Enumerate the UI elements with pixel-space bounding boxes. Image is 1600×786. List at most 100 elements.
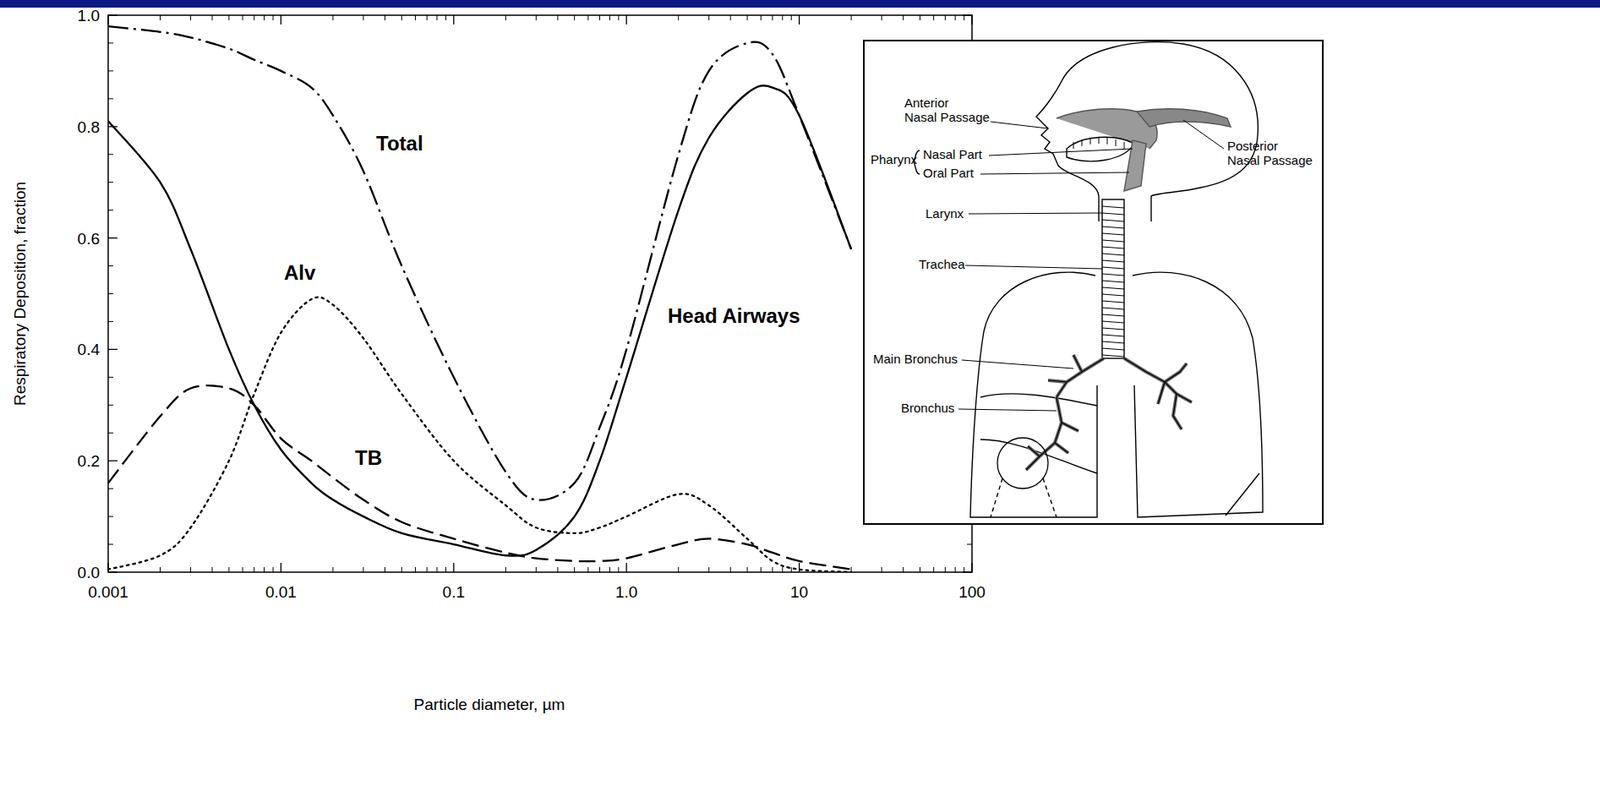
x-tick [626, 15, 628, 25]
x-tick [453, 15, 454, 25]
x-tick [453, 562, 454, 573]
x-tick-label: 1.0 [615, 583, 638, 601]
x-tick-label: 100 [958, 583, 986, 601]
x-minor-tick [708, 15, 710, 21]
x-minor-tick [436, 567, 437, 573]
trachea-ring [1102, 280, 1125, 283]
leader-line [958, 409, 1057, 411]
trachea-ring [1102, 334, 1125, 337]
teeth [1107, 137, 1109, 145]
x-tick [107, 15, 109, 25]
trachea-ring [1102, 300, 1125, 303]
x-tick-label: 10 [790, 583, 809, 601]
series-line [108, 26, 852, 501]
y-minor-tick [108, 432, 114, 434]
x-tick-label: 0.1 [442, 583, 465, 601]
teeth [1115, 139, 1117, 147]
trachea-ring [1102, 267, 1125, 269]
x-minor-tick [955, 567, 956, 573]
trachea-ring [1102, 260, 1125, 263]
x-minor-tick [902, 15, 904, 21]
label-line: Anterior [904, 95, 950, 110]
x-minor-tick [190, 15, 192, 21]
y-minor-tick [108, 98, 114, 99]
bronchi-edge [1026, 354, 1192, 470]
x-minor-tick [573, 15, 575, 21]
x-minor-tick [587, 15, 589, 21]
teeth [1081, 139, 1083, 147]
x-minor-tick [426, 15, 428, 21]
x-minor-tick [609, 567, 611, 573]
series-label: Alv [283, 261, 317, 284]
x-minor-tick [415, 567, 416, 573]
trachea-ring [1102, 246, 1125, 249]
right-lung [1132, 272, 1263, 518]
trachea-ring [1102, 240, 1125, 242]
x-tick [798, 562, 800, 573]
y-minor-tick [108, 265, 114, 267]
x-minor-tick [556, 15, 558, 21]
banner [0, 0, 1600, 8]
x-minor-tick [677, 567, 679, 573]
trachea-ring [1102, 273, 1125, 276]
x-minor-tick [445, 567, 447, 573]
x-minor-tick [851, 15, 852, 21]
lung-fissure [1225, 473, 1260, 516]
brace [912, 150, 920, 175]
diagram-label: Oral Part [922, 165, 975, 181]
label-line: Nasal Passage [904, 109, 990, 125]
leader-line [965, 265, 1103, 269]
x-minor-tick [944, 15, 946, 21]
x-minor-tick [426, 567, 428, 573]
x-tick [280, 15, 282, 25]
x-minor-tick [362, 567, 364, 573]
x-minor-tick [159, 15, 161, 21]
trachea-ring [1102, 348, 1125, 350]
trachea-ring [1102, 212, 1125, 215]
x-minor-tick [332, 15, 334, 21]
x-minor-tick [963, 15, 965, 21]
x-minor-tick [781, 15, 783, 21]
x-tick [971, 562, 973, 573]
x-minor-tick [617, 15, 619, 21]
x-minor-tick [263, 567, 265, 573]
teeth [1090, 137, 1092, 145]
x-minor-tick [573, 567, 575, 573]
x-minor-tick [771, 15, 773, 21]
trachea-ring [1102, 287, 1125, 290]
neck [1097, 196, 1099, 222]
pharynx [1124, 140, 1147, 192]
x-minor-tick [505, 567, 507, 573]
y-axis-title: Respiratory Deposition, fraction [10, 181, 29, 406]
posterior-passage [1136, 109, 1231, 127]
x-minor-tick [730, 567, 732, 573]
x-minor-tick [401, 15, 403, 21]
x-minor-tick [159, 567, 161, 573]
series-label: TB [354, 446, 383, 470]
x-minor-tick [212, 567, 213, 573]
x-minor-tick [212, 15, 213, 21]
y-tick [108, 460, 118, 462]
leader-line [990, 121, 1049, 129]
x-minor-tick [708, 567, 710, 573]
y-minor-tick [108, 70, 114, 71]
inset-diagram: AnteriorNasal PassagePosteriorNasal Pass… [863, 40, 1323, 525]
x-minor-tick [933, 15, 934, 21]
x-minor-tick [415, 15, 416, 21]
y-tick [108, 237, 118, 239]
y-tick-label: 0.6 [77, 229, 100, 248]
x-minor-tick [190, 567, 192, 573]
bronchi [1026, 354, 1192, 470]
trachea [1102, 199, 1125, 359]
diagram-label: Bronchus [901, 400, 955, 416]
y-minor-tick [108, 293, 114, 295]
x-axis-title: Particle diameter, µm [414, 695, 566, 714]
y-minor-tick [108, 376, 114, 378]
plot-frame [108, 15, 973, 573]
y-tick [962, 14, 973, 16]
x-minor-tick [505, 15, 507, 21]
y-minor-tick [966, 544, 973, 546]
x-minor-tick [587, 567, 589, 573]
trachea-ring [1102, 294, 1125, 296]
x-minor-tick [747, 15, 749, 21]
